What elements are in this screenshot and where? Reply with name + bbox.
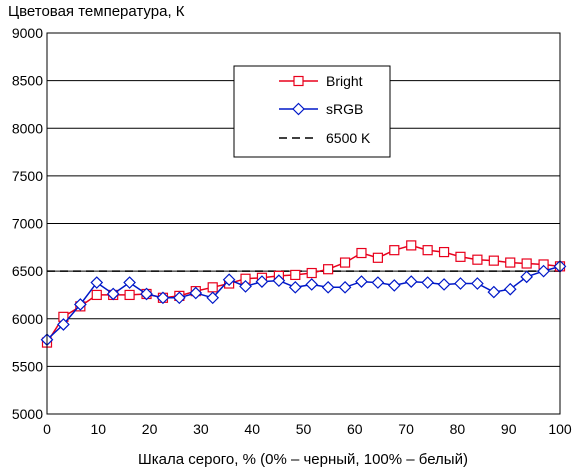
data-point-bright xyxy=(339,257,351,268)
data-point-srgb xyxy=(288,280,302,294)
data-point-srgb xyxy=(503,282,517,296)
x-tick-label: 50 xyxy=(296,421,312,437)
data-point-srgb xyxy=(206,291,220,305)
data-point-bright xyxy=(356,247,367,259)
data-point-bright xyxy=(521,258,532,269)
tick-labels: 5000 5500 6000 6500 7000 7500 8000 8500 9000 0 10 2… xyxy=(12,25,572,437)
data-point-bright xyxy=(472,254,483,265)
y-tick-label: 6000 xyxy=(12,311,43,327)
data-point-srgb xyxy=(173,291,186,305)
y-tick-label: 5500 xyxy=(12,358,43,374)
data-point-srgb xyxy=(437,278,451,291)
data-point-srgb xyxy=(454,277,467,290)
data-point-srgb xyxy=(239,280,252,293)
data-point-srgb xyxy=(222,273,236,287)
data-point-srgb xyxy=(272,274,286,287)
data-point-srgb xyxy=(255,275,269,288)
x-tick-label: 20 xyxy=(142,421,158,437)
data-point-bright xyxy=(455,251,466,262)
data-point-bright xyxy=(389,245,400,256)
data-point-srgb xyxy=(321,280,335,294)
y-tick-label: 8500 xyxy=(12,73,43,89)
legend-marker-srgb xyxy=(292,102,305,116)
data-point-srgb xyxy=(404,275,418,288)
data-point-srgb xyxy=(189,286,203,300)
data-point-srgb xyxy=(140,287,153,301)
data-point-srgb xyxy=(520,270,534,284)
data-point-srgb xyxy=(421,276,434,289)
x-axis-title: Шкала серого, % (0% – черный, 100% – бел… xyxy=(138,451,468,467)
x-tick-label: 90 xyxy=(501,421,517,437)
data-point-bright xyxy=(290,269,301,281)
legend: Bright sRGB 6500 K xyxy=(233,65,391,158)
data-point-bright xyxy=(488,255,499,266)
y-tick-label: 7000 xyxy=(12,216,43,232)
data-point-bright xyxy=(422,245,433,256)
x-tick-label: 100 xyxy=(548,421,572,437)
data-point-srgb xyxy=(106,287,120,301)
legend-marker-bright xyxy=(293,75,304,87)
y-tick-label: 7500 xyxy=(12,168,43,184)
data-point-bright xyxy=(372,252,383,263)
data-point-srgb xyxy=(57,318,70,331)
x-tick-label: 60 xyxy=(347,421,363,437)
data-point-srgb xyxy=(90,276,104,289)
data-point-bright xyxy=(323,264,334,275)
x-tick-label: 10 xyxy=(91,421,107,437)
plot-frame xyxy=(46,32,561,415)
data-point-bright xyxy=(438,246,450,258)
y-tick-label: 5000 xyxy=(12,406,43,422)
data-point-srgb xyxy=(387,279,401,292)
data-point-srgb xyxy=(156,291,170,305)
data-point-bright xyxy=(406,240,417,251)
data-point-srgb xyxy=(73,298,87,311)
data-point-bright xyxy=(505,257,516,268)
legend-label-srgb: sRGB xyxy=(326,101,363,117)
data-point-srgb xyxy=(305,278,319,291)
data-point-bright xyxy=(306,267,317,279)
data-point-srgb xyxy=(371,276,385,289)
x-tick-label: 30 xyxy=(193,421,209,437)
legend-label-6500-k: 6500 K xyxy=(326,130,371,146)
x-tick-label: 70 xyxy=(398,421,414,437)
y-tick-label: 9000 xyxy=(12,25,43,41)
x-tick-label: 40 xyxy=(244,421,260,437)
data-point-srgb xyxy=(338,280,352,294)
data-point-bright xyxy=(91,289,102,301)
data-point-srgb xyxy=(537,264,550,278)
y-tick-label: 6500 xyxy=(12,263,43,279)
data-point-bright xyxy=(124,289,135,301)
y-tick-label: 8000 xyxy=(12,120,43,136)
y-axis-title: Цветовая температура, К xyxy=(8,3,185,20)
data-point-srgb xyxy=(487,285,501,299)
data-point-srgb xyxy=(123,276,136,289)
data-point-srgb xyxy=(355,275,368,288)
data-point-bright xyxy=(207,282,218,293)
x-tick-label: 0 xyxy=(43,421,51,437)
data-point-srgb xyxy=(471,277,484,290)
x-tick-label: 80 xyxy=(450,421,466,437)
legend-label-bright: Bright xyxy=(326,73,363,89)
